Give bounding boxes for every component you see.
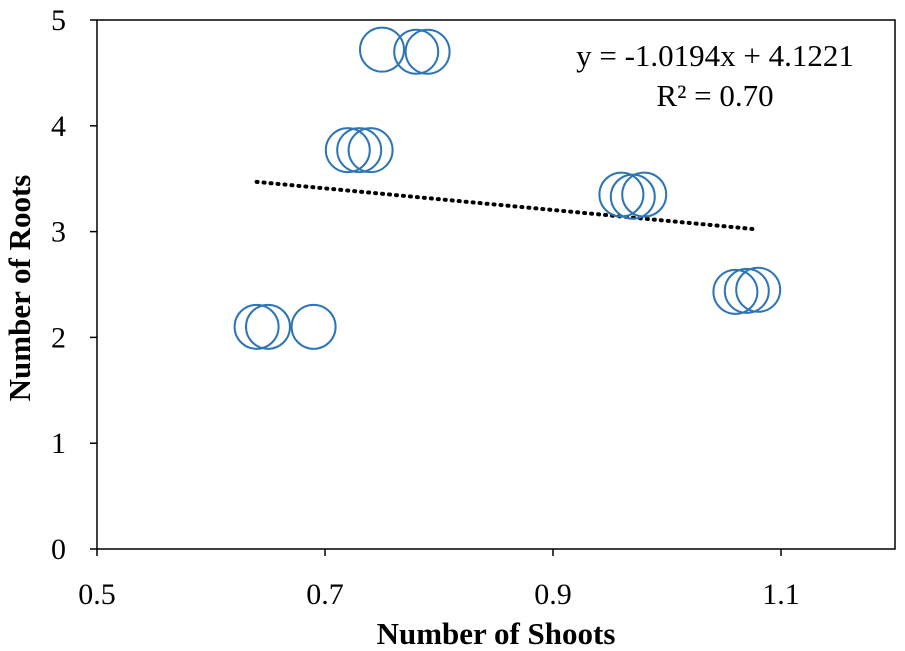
data-point [393,28,440,75]
data-point [359,26,405,73]
data-point [336,127,383,174]
y-axis-title: Number of Roots [2,175,37,402]
data-point [404,28,451,75]
y-tick-label: 2 [51,321,66,354]
data-point [712,268,759,315]
data-point [233,303,280,350]
data-point [621,171,668,218]
plot-frame [96,19,896,550]
trendline-group [254,179,761,232]
axes [90,19,896,556]
trendline [254,179,761,232]
data-points [233,26,782,350]
y-tick-label: 3 [51,216,66,249]
x-tick-label: 0.5 [78,578,116,611]
x-tick-label: 0.7 [306,578,344,611]
data-point [245,303,291,350]
r-squared-label: R² = 0.70 [656,78,773,113]
data-point [735,266,782,313]
y-tick-label: 0 [51,533,66,566]
data-point [290,303,337,350]
x-tick-label: 0.9 [534,578,572,611]
y-tick-label: 5 [51,4,66,37]
data-point [723,267,770,314]
x-axis-title: Number of Shoots [377,616,616,651]
y-tick-label: 4 [51,110,66,143]
y-tick-label: 1 [51,427,66,460]
tick-labels: 0.5 0.7 0.9 1.1 0 1 2 3 4 5 [51,4,800,611]
trendline-equation: y = -1.0194x + 4.1221 [576,38,854,73]
data-point [347,127,394,174]
x-tick-label: 1.1 [762,578,800,611]
data-point [324,127,371,174]
